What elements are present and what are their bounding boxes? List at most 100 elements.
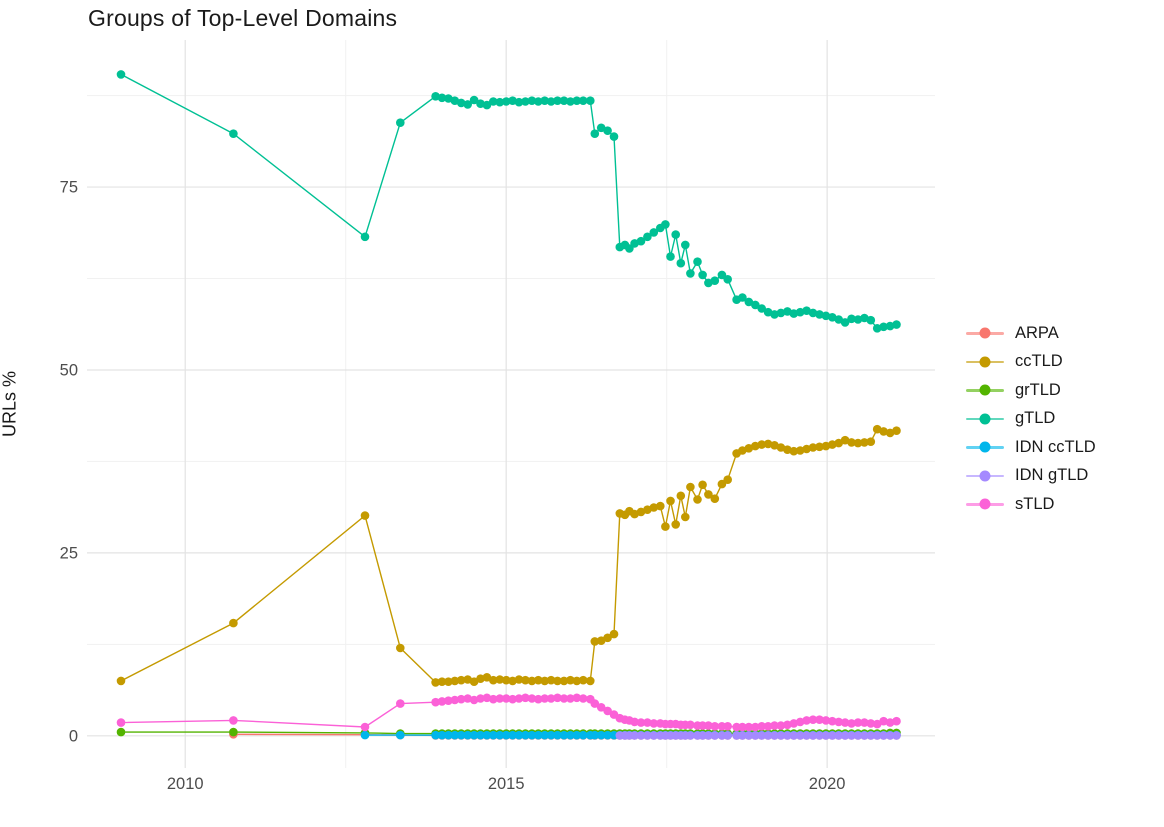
data-point [116,718,126,727]
data-point [229,716,238,725]
data-point [578,675,588,685]
data-point [572,676,582,686]
data-point [866,315,876,325]
chart-title: Groups of Top-Level Domains [88,5,398,31]
data-point [751,300,760,310]
data-point [763,722,773,731]
data-point [636,236,646,246]
data-point [540,676,549,686]
data-point [116,727,126,737]
data-point [527,730,537,740]
data-point [229,129,238,138]
data-point [360,232,370,242]
data-point [469,95,479,105]
data-point [776,721,786,730]
data-point [661,522,670,531]
y-tick-label: 25 [60,544,78,562]
data-point [847,438,856,447]
data-point [744,297,754,307]
data-point [450,676,460,686]
data-point [686,269,695,278]
data-point [603,706,612,716]
legend-item-IDN-gTLD: IDN gTLD [966,462,1096,491]
data-point [751,731,760,740]
data-point [686,720,695,730]
data-point [636,731,646,740]
data-point [476,694,485,703]
data-point [649,719,659,728]
data-point [770,721,779,730]
data-point [501,730,511,740]
data-point [609,132,619,141]
data-point [783,731,792,740]
data-point [482,100,492,110]
data-point [566,730,575,740]
data-point [795,731,805,740]
data-point [666,252,675,261]
data-point [879,322,888,332]
data-point [444,730,453,740]
data-point [396,643,405,653]
data-point [489,97,498,106]
data-point [840,318,850,327]
data-point [789,446,799,456]
data-point [546,694,556,703]
legend: ARPA ccTLD grTLD gTLD IDN ccTLD IDN gTLD sTLD [966,319,1096,519]
data-point [469,730,479,740]
data-point [892,716,901,726]
data-point [463,100,473,109]
data-point [590,129,600,138]
data-point [710,494,720,504]
data-point [540,694,549,703]
data-point [578,694,588,703]
data-point [546,730,556,740]
data-point [431,697,440,707]
data-point [892,426,901,436]
data-point [676,258,686,268]
data-point [853,718,863,727]
data-point [527,694,537,703]
data-point [751,722,760,732]
data-point [431,730,440,740]
data-point [514,675,524,684]
data-point [808,715,818,724]
data-point [738,731,747,740]
data-point [710,722,720,731]
legend-key-icon [966,383,1004,397]
data-point [840,718,850,727]
data-point [885,731,895,740]
series-points-IDN-gTLD [615,731,901,740]
data-point [578,96,588,105]
data-point [710,731,720,740]
data-point [521,97,530,106]
data-point [437,677,447,686]
data-point [546,675,556,685]
data-point [586,676,595,686]
data-point [834,438,843,448]
data-point [815,310,824,319]
data-point [559,694,569,703]
legend-item-grTLD: grTLD [966,376,1096,405]
data-point [482,673,492,682]
data-point [540,730,549,740]
data-point [514,97,524,107]
data-point [534,97,543,106]
data-point [666,496,675,506]
data-point [847,731,856,740]
data-point [757,731,766,740]
data-point [437,730,447,740]
data-point [815,731,824,740]
data-point [469,677,479,686]
data-point [879,716,888,726]
data-point [456,730,466,740]
data-point [723,275,732,284]
y-tick-label: 50 [60,361,78,379]
data-point [572,730,582,740]
legend-key-icon [966,440,1004,454]
series-points-gTLD [116,70,901,333]
data-point [738,293,747,302]
legend-label: IDN gTLD [1015,466,1089,485]
data-point [744,444,754,453]
data-point [431,678,440,687]
data-point [566,675,575,685]
